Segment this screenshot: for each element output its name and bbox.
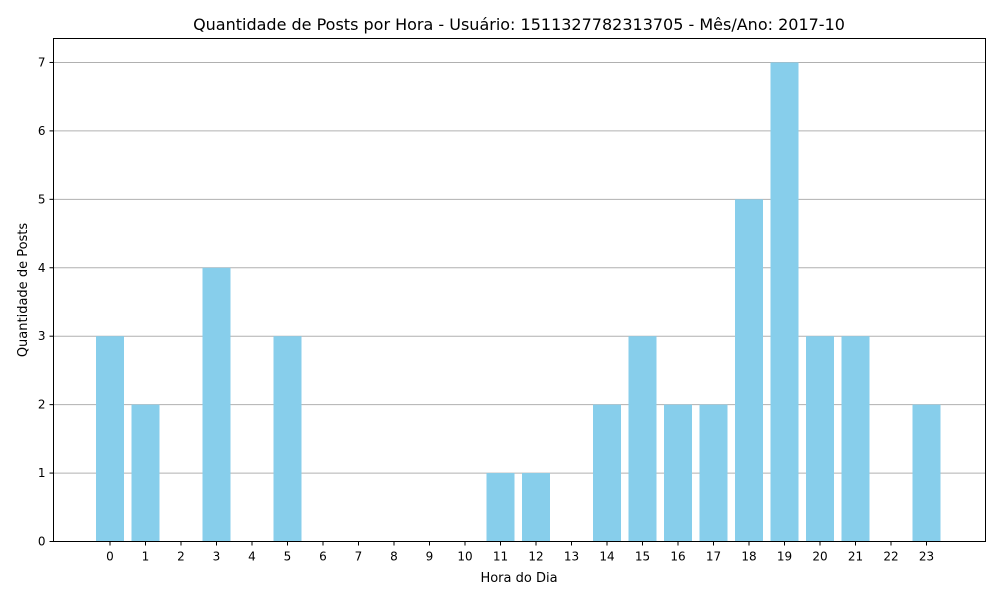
- bar-hour-23: [912, 404, 941, 542]
- x-tick-label: 8: [390, 550, 398, 564]
- y-tick-label: 4: [38, 261, 46, 275]
- y-tick-label: 2: [38, 398, 46, 412]
- y-tick-label: 0: [38, 535, 46, 549]
- y-tick-label: 6: [38, 124, 46, 138]
- x-tick-label: 21: [848, 550, 863, 564]
- x-axis-ticks: 0 1 2 3 4 5 6 7 8 9 10 11 12 13 14 15 16 17 18 19 20 21 22 23: [106, 541, 934, 564]
- x-tick-label: 12: [528, 550, 543, 564]
- x-tick-label: 5: [284, 550, 292, 564]
- x-tick-label: 10: [457, 550, 472, 564]
- x-tick-label: 1: [142, 550, 150, 564]
- x-axis-label: Hora do Dia: [480, 571, 557, 586]
- x-tick-label: 13: [564, 550, 579, 564]
- x-tick-label: 7: [355, 550, 363, 564]
- bar-hour-17: [699, 404, 728, 542]
- y-tick-label: 7: [38, 55, 46, 69]
- y-tick-label: 1: [38, 466, 46, 480]
- plot-frame: [53, 38, 986, 542]
- x-tick-label: 20: [812, 550, 827, 564]
- y-axis-label: Quantidade de Posts: [16, 223, 31, 358]
- bar-hour-18: [735, 199, 763, 542]
- bar-hour-21: [841, 336, 870, 542]
- bar-hour-14: [593, 404, 621, 542]
- y-tick-label: 3: [38, 329, 46, 343]
- bar-hour-12: [522, 473, 550, 542]
- x-tick-label: 18: [741, 550, 756, 564]
- y-axis-ticks: 0 1 2 3 4 5 6 7: [38, 55, 54, 549]
- bar-hour-15: [628, 336, 657, 542]
- x-tick-label: 6: [319, 550, 327, 564]
- bar-hour-0: [96, 336, 124, 542]
- bar-hour-20: [806, 336, 834, 542]
- bars: [96, 62, 941, 542]
- x-tick-label: 14: [599, 550, 614, 564]
- bar-hour-11: [486, 473, 515, 542]
- x-tick-label: 0: [106, 550, 114, 564]
- x-tick-label: 19: [777, 550, 792, 564]
- x-tick-label: 17: [706, 550, 721, 564]
- x-tick-label: 9: [426, 550, 434, 564]
- x-tick-label: 11: [493, 550, 508, 564]
- chart-title: Quantidade de Posts por Hora - Usuário: …: [193, 15, 845, 34]
- x-tick-label: 3: [213, 550, 221, 564]
- bar-hour-5: [273, 336, 302, 542]
- bar-hour-19: [770, 62, 799, 542]
- x-tick-label: 4: [248, 550, 256, 564]
- bar-hour-16: [664, 404, 692, 542]
- bar-hour-3: [202, 267, 231, 542]
- x-tick-label: 15: [635, 550, 650, 564]
- x-tick-label: 2: [177, 550, 185, 564]
- x-tick-label: 22: [883, 550, 898, 564]
- bar-hour-1: [131, 404, 160, 542]
- x-tick-label: 16: [670, 550, 685, 564]
- x-tick-label: 23: [919, 550, 934, 564]
- y-tick-label: 5: [38, 192, 46, 206]
